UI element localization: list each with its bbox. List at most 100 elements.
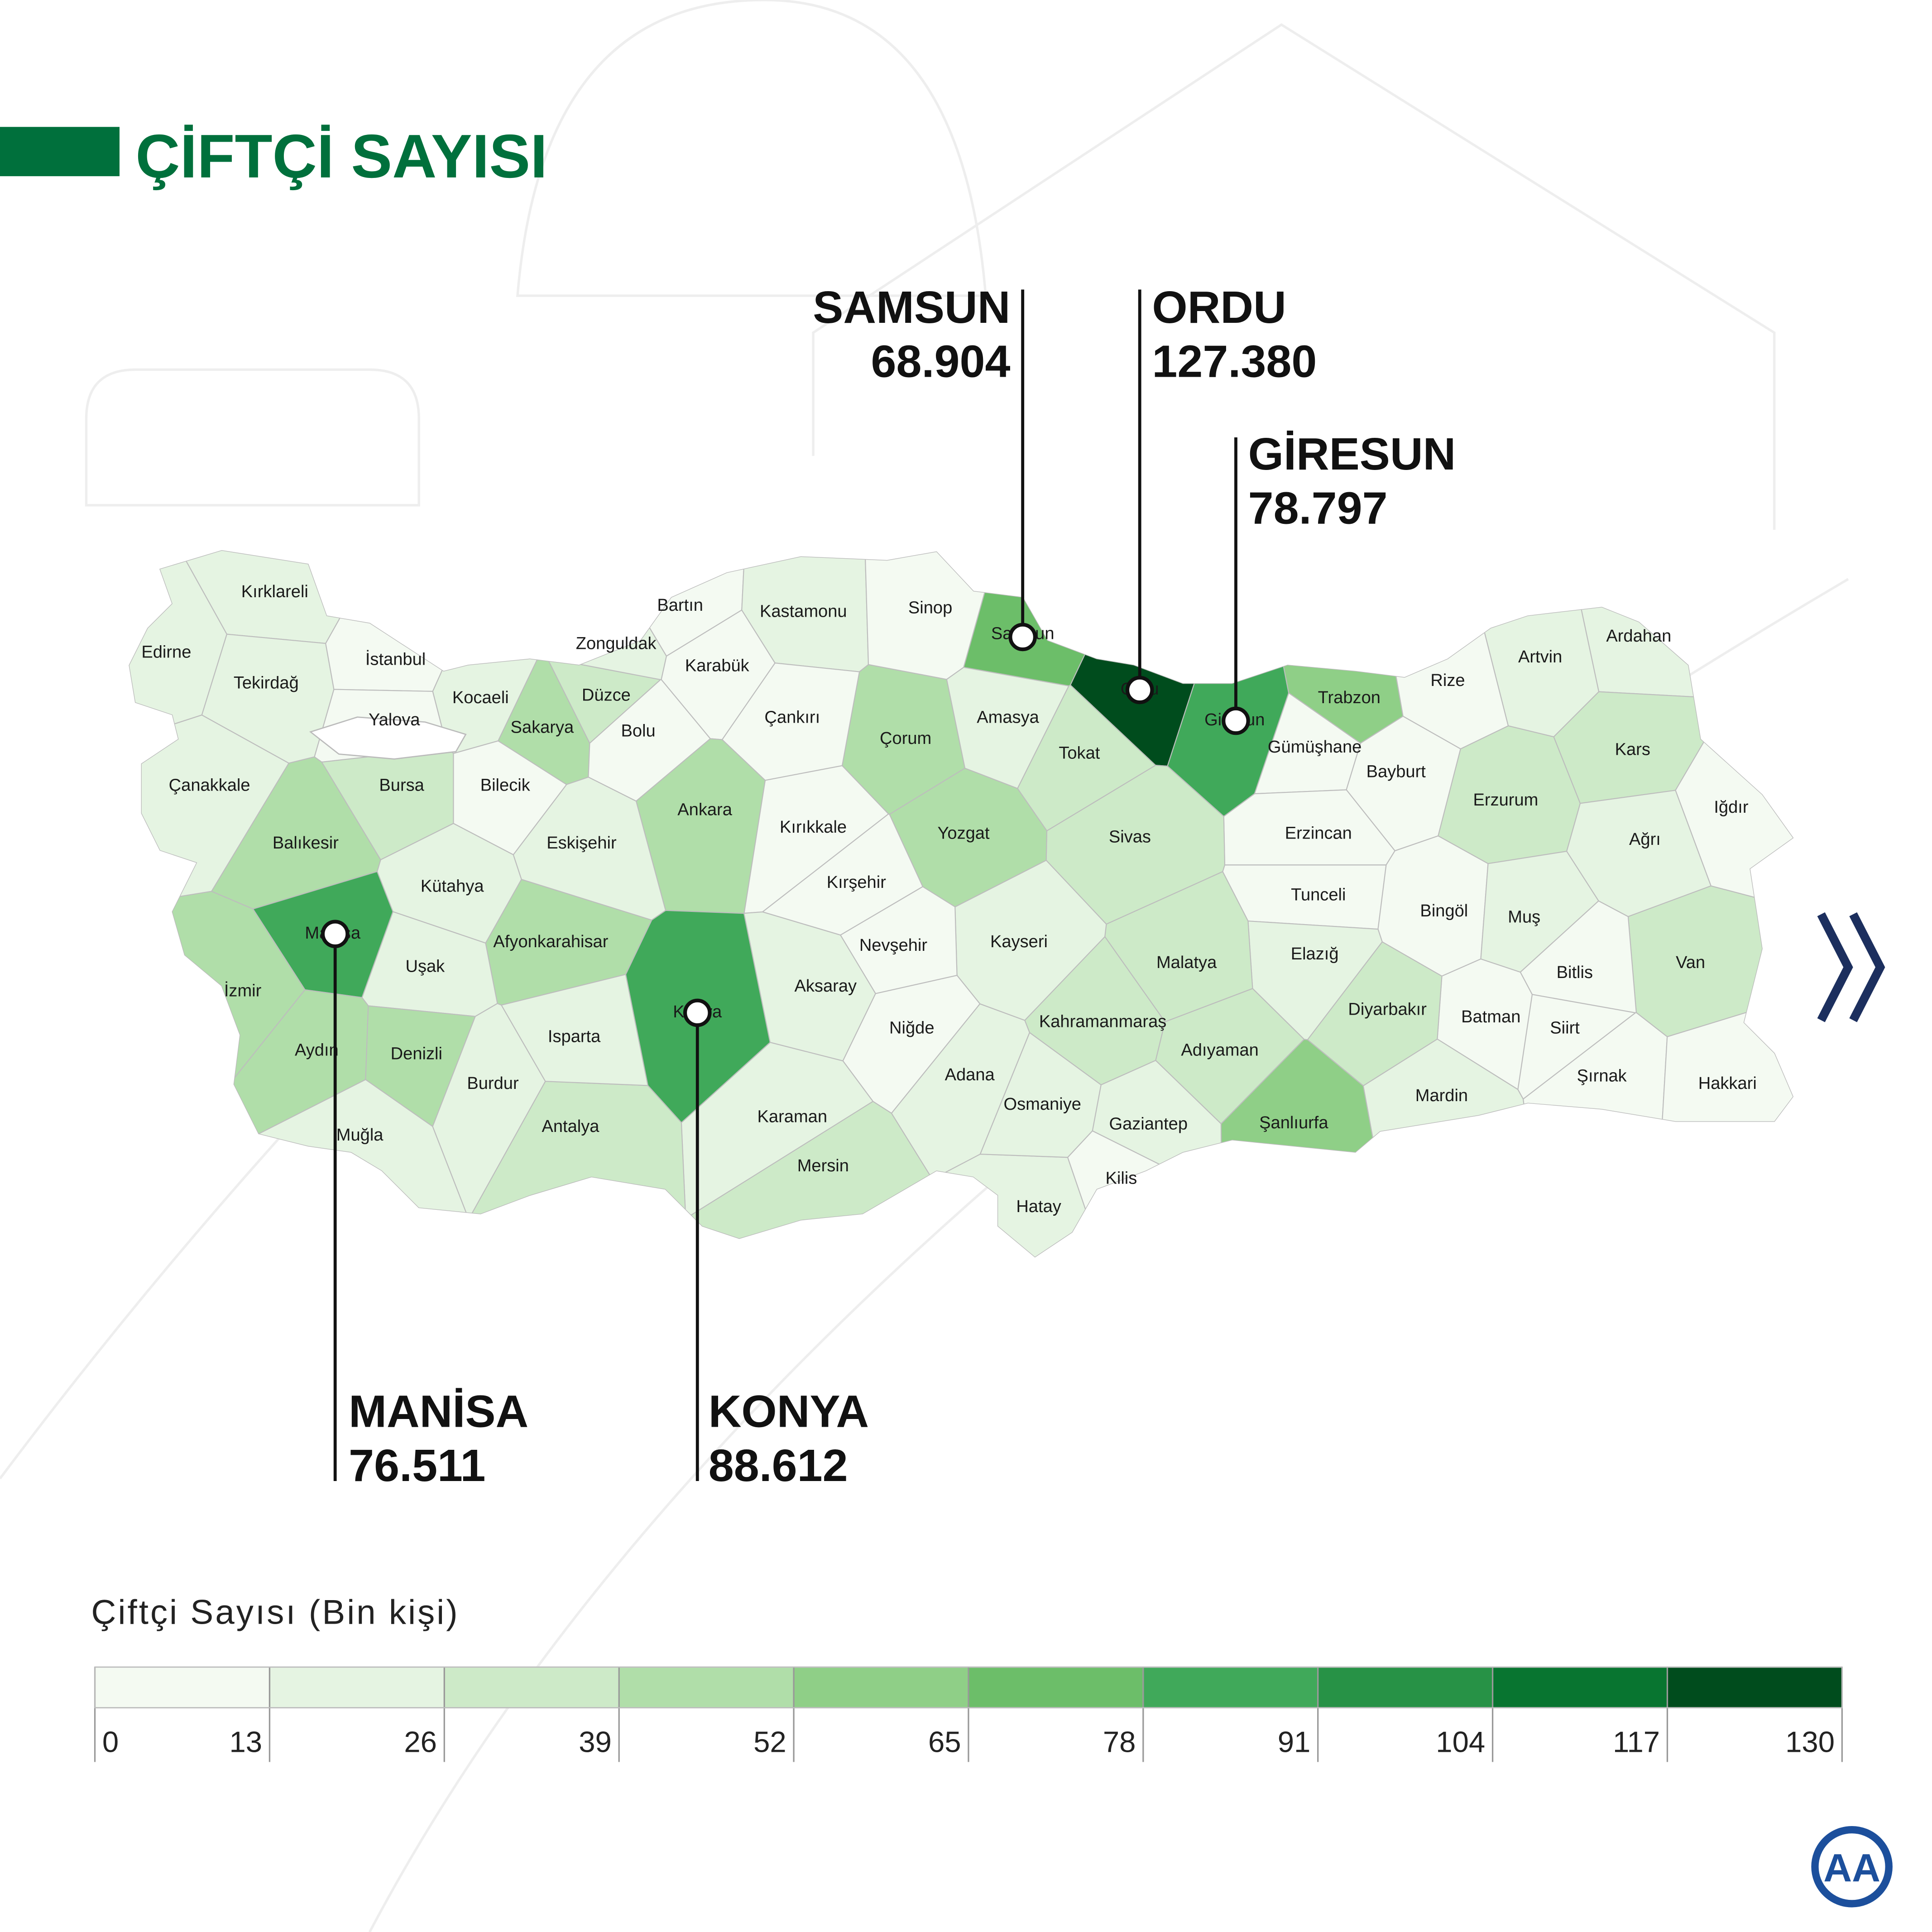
province-label: Kayseri	[990, 932, 1048, 951]
callout-value: 76.511	[349, 1440, 485, 1491]
province-label: Sakarya	[511, 718, 575, 737]
logo-text: AA	[1823, 1846, 1880, 1890]
province-label: Çanakkale	[169, 776, 250, 795]
legend-tick-label: 13	[229, 1726, 262, 1759]
province-label: Sinop	[908, 598, 952, 617]
callout-value: 88.612	[709, 1440, 848, 1491]
province-label: Balıkesir	[273, 834, 339, 853]
legend-swatch	[1317, 1666, 1493, 1709]
callout-name: GİRESUN	[1248, 429, 1456, 479]
province-label: Bingöl	[1420, 901, 1468, 920]
province-label: Muş	[1508, 907, 1540, 926]
legend-swatch	[94, 1666, 270, 1709]
location-dot	[1125, 676, 1154, 705]
province-label: Kırıkkale	[780, 818, 847, 837]
province-label: Tunceli	[1291, 885, 1346, 904]
province-label: Eskişehir	[547, 834, 617, 853]
legend-tick-label: 52	[753, 1726, 786, 1759]
legend-swatch	[793, 1666, 969, 1709]
legend-tick-label: 26	[404, 1726, 437, 1759]
province-labels: Edirne Kırklareli Tekirdağ İstanbul Çanakkal…	[141, 582, 1756, 1216]
province-label: Afyonkarahisar	[493, 932, 608, 951]
legend: 0 13 26 39 52 65 78 91 104 117 130	[94, 1666, 1843, 1762]
province	[496, 551, 667, 681]
province-label: Gümüşhane	[1268, 738, 1362, 757]
province-label: Iğdır	[1714, 798, 1749, 817]
province-label: Bayburt	[1366, 762, 1426, 781]
province-label: Adana	[945, 1065, 995, 1084]
callout-name: KONYA	[709, 1386, 869, 1437]
province-label: Tokat	[1059, 743, 1100, 762]
province-label: Kütahya	[421, 877, 484, 896]
province-label: Çankırı	[764, 708, 820, 727]
province-label: Ağrı	[1629, 830, 1661, 849]
province-label: Denizli	[391, 1044, 442, 1063]
province	[1627, 885, 1793, 1037]
legend-tick-label: 117	[1613, 1726, 1660, 1759]
province-label: Kars	[1615, 740, 1650, 759]
callout-name: ORDU	[1152, 282, 1286, 333]
legend-swatch	[618, 1666, 795, 1709]
province-label: Amasya	[977, 708, 1039, 727]
legend-frame	[94, 1666, 1843, 1709]
callout-value: 78.797	[1248, 483, 1388, 534]
province-label: Edirne	[141, 642, 191, 662]
province-label: Gaziantep	[1109, 1115, 1188, 1134]
callout-value: 68.904	[871, 336, 1011, 387]
province-label: Mardin	[1415, 1086, 1468, 1105]
province-label: İzmir	[224, 981, 262, 1001]
location-dot	[1222, 706, 1250, 735]
province-label: Kocaeli	[452, 688, 509, 707]
legend-swatch	[968, 1666, 1144, 1709]
province-label: Van	[1676, 953, 1705, 972]
next-arrow[interactable]	[1817, 912, 1885, 1022]
province-label: Karabük	[685, 656, 750, 675]
province-label: Tekirdağ	[234, 673, 299, 692]
legend-tick-label: 130	[1785, 1726, 1835, 1759]
province-label: Bitlis	[1557, 963, 1593, 982]
province-label: Batman	[1461, 1007, 1520, 1026]
marmara-sea	[309, 716, 467, 760]
legend-tick-label: 39	[579, 1726, 612, 1759]
province-label: Çorum	[880, 729, 931, 748]
legend-swatch	[1667, 1666, 1843, 1709]
province-label: Nevşehir	[859, 936, 928, 955]
province-label: Ankara	[677, 801, 732, 820]
province-label: Kahramanmaraş	[1039, 1012, 1166, 1031]
callout-value: 127.380	[1152, 336, 1317, 387]
province-label: Zonguldak	[576, 634, 657, 653]
province-label: Erzurum	[1473, 791, 1538, 810]
province-label: Malatya	[1156, 953, 1217, 972]
legend-swatch	[269, 1666, 445, 1709]
title-bar	[0, 127, 120, 177]
province-label: Muğla	[336, 1126, 384, 1145]
province-label: Düzce	[582, 686, 631, 705]
province-label: Hakkari	[1698, 1074, 1757, 1093]
province-label: Bursa	[379, 776, 424, 795]
province-label: Aydın	[295, 1040, 339, 1059]
province-label: Uşak	[405, 957, 445, 976]
province-label: Yalova	[369, 710, 420, 729]
logo: AA	[1811, 1826, 1893, 1908]
province-label: Diyarbakır	[1348, 1000, 1427, 1019]
province-label: Osmaniye	[1004, 1095, 1081, 1114]
legend-swatch	[1142, 1666, 1319, 1709]
province-label: Antalya	[542, 1117, 599, 1136]
province-label: Şanlıurfa	[1259, 1113, 1328, 1132]
legend-tick-label: 104	[1436, 1726, 1485, 1759]
title: ÇİFTÇİ SAYISI	[135, 122, 547, 191]
callout-name: MANİSA	[349, 1386, 528, 1437]
legend-title: Çiftçi Sayısı (Bin kişi)	[91, 1593, 459, 1632]
province-label: Artvin	[1518, 647, 1562, 666]
province-label: Elazığ	[1291, 944, 1339, 964]
province-label: Bartın	[657, 596, 703, 615]
province-label: Karaman	[757, 1107, 828, 1126]
province-label: Mersin	[797, 1156, 849, 1175]
location-dot	[321, 920, 350, 949]
province-label: Siirt	[1550, 1018, 1580, 1037]
legend-swatch	[1492, 1666, 1668, 1709]
province-label: Aksaray	[794, 977, 857, 996]
province-label: Niğde	[889, 1018, 935, 1037]
